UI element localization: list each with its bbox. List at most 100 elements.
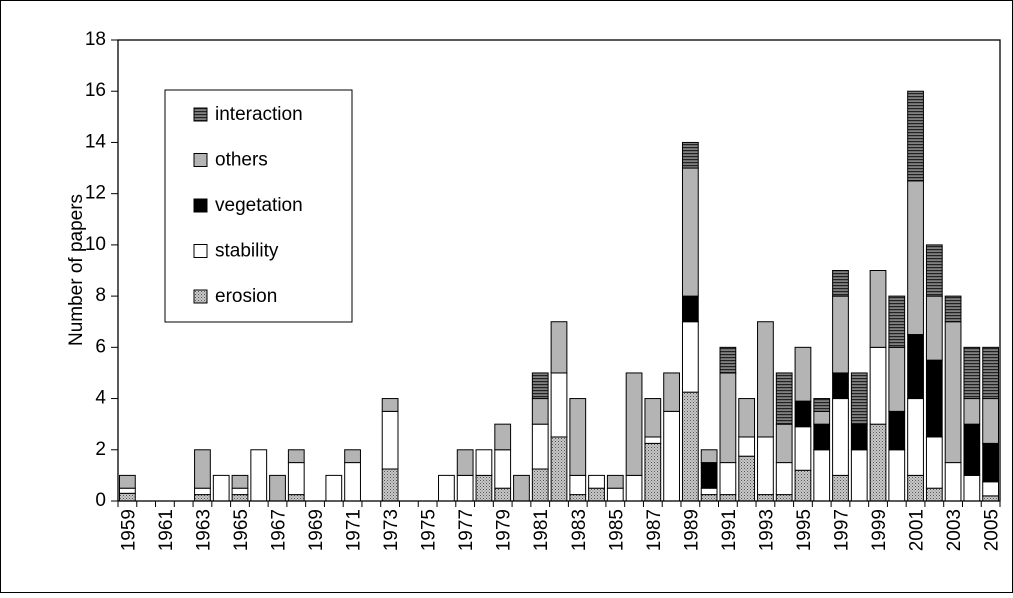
bar-segment <box>775 494 793 502</box>
x-tick-label: 1983 <box>569 509 590 551</box>
y-tick-label: 10 <box>85 234 106 255</box>
y-tick-label: 14 <box>85 131 107 152</box>
x-tick-label: 2005 <box>982 509 1003 551</box>
legend-swatch <box>193 107 208 122</box>
bar-segment <box>663 410 680 502</box>
bar-segment <box>869 346 887 425</box>
bar-segment <box>963 423 981 476</box>
bar-segment <box>681 295 699 323</box>
bar-segment <box>569 494 587 502</box>
legend-swatch <box>193 244 208 258</box>
bar-segment <box>813 423 831 451</box>
x-tick-label: 1981 <box>531 509 552 551</box>
bar-segment <box>287 494 305 502</box>
legend-swatch <box>193 198 208 213</box>
bar-segment <box>531 423 549 470</box>
bar-segment <box>775 423 793 464</box>
bar-segment <box>456 449 474 476</box>
bar-segment <box>907 474 924 502</box>
x-tick-label: 1987 <box>644 509 665 551</box>
bar-segment <box>832 295 849 374</box>
bar-segment <box>588 487 605 502</box>
bar-segment <box>569 474 587 496</box>
x-tick-label: 1985 <box>606 509 627 551</box>
x-tick-label: 1965 <box>231 509 252 551</box>
bar-segment <box>775 372 793 425</box>
bar-segment <box>907 180 924 336</box>
bar-segment <box>832 474 849 502</box>
bar-segment <box>813 410 831 425</box>
bar-segment <box>700 494 718 502</box>
y-tick-label: 16 <box>85 80 106 101</box>
bar-segment <box>119 492 136 502</box>
legend-label: interaction <box>215 104 303 125</box>
x-tick-label: 1977 <box>456 509 477 551</box>
bar-segment <box>531 468 549 502</box>
bar-segment <box>231 487 249 496</box>
bar-segment <box>663 372 680 412</box>
bar-segment <box>681 391 699 502</box>
bar-segment <box>569 398 587 476</box>
bar-segment <box>475 474 493 502</box>
bar-segment <box>888 449 906 502</box>
bar-segment <box>700 449 718 464</box>
legend-label: erosion <box>215 286 277 307</box>
bar-segment <box>606 474 624 489</box>
bar-segment <box>832 270 849 297</box>
bar-segment <box>494 423 512 451</box>
bar-segment <box>832 372 849 400</box>
bar-segment <box>681 167 699 297</box>
x-tick-label: 1989 <box>681 509 702 551</box>
bar-segment <box>982 495 1000 502</box>
bar-segment <box>925 436 943 489</box>
bar-segment <box>194 449 211 489</box>
x-tick-label: 2001 <box>907 509 928 551</box>
y-axis-title: Number of papers <box>66 194 87 346</box>
bar-segment <box>119 474 136 489</box>
bar-segment <box>531 372 549 400</box>
bar-segment <box>794 469 812 502</box>
bar-segment <box>700 462 718 489</box>
bar-segment <box>944 295 962 323</box>
bar-segment <box>738 398 756 438</box>
x-tick-label: 1959 <box>118 509 139 551</box>
bar-segment <box>531 398 549 425</box>
x-tick-label: 1995 <box>794 509 815 551</box>
bar-segment <box>269 474 286 502</box>
bar-segment <box>850 449 868 502</box>
x-tick-label: 1975 <box>419 509 440 551</box>
bar-segment <box>738 436 756 457</box>
bar-segment <box>231 494 249 502</box>
bar-segment <box>982 481 1000 497</box>
x-tick-label: 1973 <box>381 509 402 551</box>
bar-segment <box>719 494 737 502</box>
bar-segment <box>850 372 868 425</box>
x-tick-label: 1993 <box>756 509 777 551</box>
legend-swatch <box>193 153 208 167</box>
bar-segment <box>475 449 493 476</box>
x-tick-label: 2003 <box>944 509 965 551</box>
legend-label: stability <box>215 241 279 262</box>
y-tick-label: 0 <box>95 490 106 511</box>
bar-segment <box>494 487 512 502</box>
bar-segment <box>212 474 230 502</box>
bar-segment <box>344 449 361 464</box>
y-tick-label: 18 <box>85 29 106 50</box>
bar-segment <box>719 462 737 496</box>
bar-segment <box>250 449 268 502</box>
legend-label: vegetation <box>215 195 303 216</box>
y-tick-label: 4 <box>95 388 106 409</box>
bar-segment <box>925 295 943 361</box>
bar-segment <box>925 359 943 438</box>
bar-segment <box>550 436 568 502</box>
bar-segment <box>757 321 774 438</box>
bar-segment <box>550 372 568 438</box>
bar-segment <box>963 346 981 400</box>
bar-segment <box>644 442 662 502</box>
bar-segment <box>719 372 737 464</box>
bar-segment <box>869 423 887 502</box>
bar-segment <box>456 474 474 502</box>
bar-segment <box>925 244 943 297</box>
